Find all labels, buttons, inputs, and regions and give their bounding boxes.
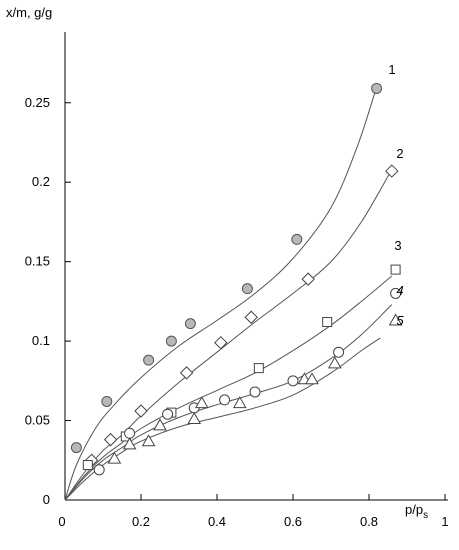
axes bbox=[64, 32, 448, 501]
series-2-label: 2 bbox=[396, 146, 403, 161]
y-tick-label: 0.15 bbox=[25, 254, 50, 269]
series-4-point bbox=[124, 427, 136, 439]
y-axis-label: x/m, g/g bbox=[6, 5, 52, 20]
series-5-point bbox=[141, 434, 156, 447]
x-axis-label: p/ps bbox=[405, 502, 428, 521]
x-tick-label: 0.8 bbox=[360, 514, 378, 529]
series-5-point bbox=[327, 356, 342, 369]
series-1-label: 1 bbox=[388, 62, 395, 77]
x-tick-label: 0.6 bbox=[284, 514, 302, 529]
series-5-label: 5 bbox=[396, 313, 404, 328]
series-4-point bbox=[333, 346, 345, 358]
y-tick-label: 0.1 bbox=[32, 333, 50, 348]
series-5-point bbox=[194, 396, 209, 409]
x-tick-label: 0.4 bbox=[208, 514, 226, 529]
series-2-point bbox=[179, 366, 194, 380]
series-2-point bbox=[385, 164, 399, 178]
x-tick-label: 0.2 bbox=[132, 514, 150, 529]
series-1-curve bbox=[64, 86, 378, 501]
data-points bbox=[70, 82, 403, 476]
x-tick-label: 0 bbox=[58, 514, 65, 529]
series-5-point bbox=[305, 372, 319, 385]
series-1-point bbox=[101, 395, 113, 407]
series-4-point bbox=[219, 394, 231, 406]
series-labels: 1 2 3 4 5 bbox=[388, 62, 404, 328]
series-1-point bbox=[371, 82, 383, 94]
series-2-point bbox=[103, 432, 118, 447]
y-tick-label: 0.25 bbox=[25, 95, 50, 110]
series-2-point bbox=[244, 310, 258, 324]
y-tick-label: 0 bbox=[43, 492, 50, 507]
series-5-point bbox=[122, 437, 137, 450]
series-1-point bbox=[165, 335, 177, 347]
series-5-point bbox=[232, 396, 247, 409]
series-4-label: 4 bbox=[396, 283, 403, 298]
y-tick-label: 0.05 bbox=[25, 413, 50, 428]
series-5-point bbox=[107, 451, 122, 464]
series-4-point bbox=[249, 386, 261, 398]
series-1-point bbox=[143, 354, 155, 366]
series-2-point bbox=[301, 272, 315, 286]
series-4-point bbox=[287, 375, 299, 387]
series-3-label: 3 bbox=[394, 238, 401, 253]
series-1-point bbox=[241, 283, 253, 295]
series-5-point bbox=[153, 418, 167, 431]
series-1-point bbox=[291, 233, 303, 245]
series-5-point bbox=[187, 411, 202, 424]
series-1-point bbox=[184, 318, 196, 330]
series-3-curve bbox=[64, 275, 393, 501]
series-3-point bbox=[82, 460, 93, 471]
series-1-point bbox=[70, 442, 82, 454]
series-2-point bbox=[214, 335, 228, 350]
x-tick-label: 1 bbox=[441, 514, 448, 529]
series-3-point bbox=[390, 264, 401, 275]
x-axis-label-subscript: s bbox=[423, 510, 428, 521]
series-4-point bbox=[390, 287, 402, 299]
series-4-point bbox=[162, 408, 174, 420]
series-4-point bbox=[93, 464, 105, 476]
series-2-curve bbox=[64, 169, 393, 501]
series-5-point bbox=[388, 313, 403, 326]
x-axis-label-main: p/p bbox=[405, 502, 423, 517]
axis-ticks: 0 0.2 0.4 0.6 0.8 1 0 0.05 0.1 0.15 0.2 0.25 bbox=[25, 95, 449, 529]
y-tick-label: 0.2 bbox=[32, 174, 50, 189]
series-3-point bbox=[253, 363, 264, 374]
series-2-point bbox=[134, 404, 148, 418]
series-3-point bbox=[322, 317, 333, 328]
